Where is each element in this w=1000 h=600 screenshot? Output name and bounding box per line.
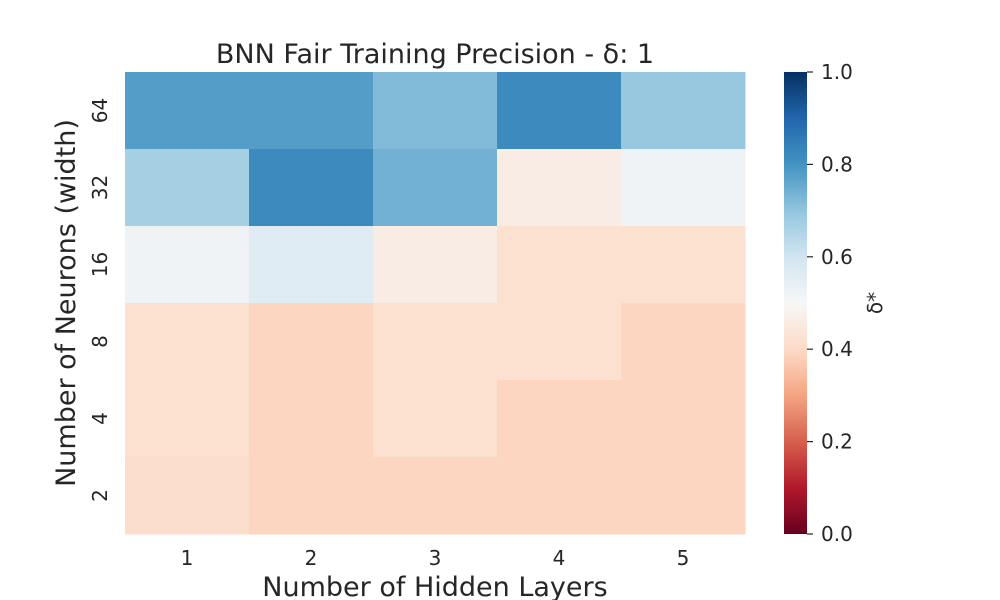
y-tick-label: 4 <box>88 412 112 425</box>
colorbar-tick-label: 0.2 <box>821 430 853 454</box>
heatmap-cell <box>621 457 746 535</box>
x-tick-label: 4 <box>553 546 566 570</box>
y-axis-label: Number of Neurons (width) <box>51 119 82 487</box>
heatmap-cell <box>125 457 250 535</box>
colorbar-ticks: 0.0 0.2 0.4 0.6 0.8 1.0 <box>807 60 853 546</box>
heatmap-cell <box>373 380 498 458</box>
colorbar-label: δ* <box>863 292 887 314</box>
x-tick-label: 5 <box>677 546 690 570</box>
heatmap-cell <box>373 149 498 227</box>
colorbar-tick-label: 0.6 <box>821 245 853 269</box>
y-tick-label: 8 <box>88 335 112 348</box>
heatmap-cell <box>497 149 622 227</box>
heatmap-cell <box>621 149 746 227</box>
heatmap-cell <box>125 303 250 381</box>
heatmap-cell <box>125 380 250 458</box>
heatmap-cell <box>125 149 250 227</box>
y-tick-label: 2 <box>88 489 112 502</box>
x-axis-label: Number of Hidden Layers <box>262 572 607 600</box>
y-tick-label: 64 <box>88 98 112 123</box>
heatmap-cell <box>497 303 622 381</box>
chart-title: BNN Fair Training Precision - δ: 1 <box>216 39 654 70</box>
colorbar-tick-label: 1.0 <box>821 60 853 84</box>
heatmap-cell <box>125 226 250 304</box>
heatmap-cell <box>249 303 374 381</box>
heatmap-cell <box>249 72 374 150</box>
heatmap-cell <box>249 149 374 227</box>
heatmap-cell <box>373 457 498 535</box>
x-tick-label: 2 <box>305 546 318 570</box>
heatmap-cell <box>621 303 746 381</box>
heatmap-cell <box>497 380 622 458</box>
colorbar-tick-label: 0.8 <box>821 152 853 176</box>
x-tick-label: 1 <box>181 546 194 570</box>
colorbar-tick-label: 0.4 <box>821 337 853 361</box>
y-tick-labels: 64 32 16 8 4 2 <box>88 98 112 502</box>
y-tick-label: 16 <box>88 252 112 277</box>
heatmap-cell <box>373 226 498 304</box>
heatmap-cell <box>249 457 374 535</box>
heatmap-cell <box>373 72 498 150</box>
colorbar-tick-label: 0.0 <box>821 522 853 546</box>
heatmap-cell <box>497 226 622 304</box>
heatmap-cell <box>125 72 250 150</box>
heatmap-cell <box>621 72 746 150</box>
heatmap-cell <box>497 72 622 150</box>
heatmap-cell <box>497 457 622 535</box>
x-tick-label: 3 <box>429 546 442 570</box>
heatmap-cell <box>249 380 374 458</box>
x-tick-labels: 1 2 3 4 5 <box>181 546 690 570</box>
heatmap-cell <box>249 226 374 304</box>
heatmap-cell <box>373 303 498 381</box>
heatmap-cell <box>621 380 746 458</box>
y-tick-label: 32 <box>88 175 112 200</box>
heatmap-cell <box>621 226 746 304</box>
colorbar <box>784 72 807 534</box>
heatmap-cells <box>125 72 746 535</box>
